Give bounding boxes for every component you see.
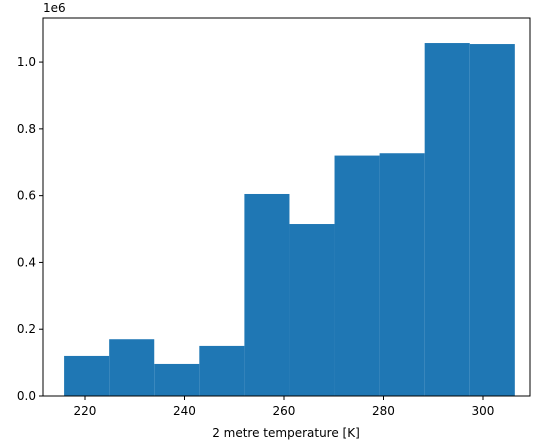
x-tick-label: 280	[372, 404, 395, 418]
x-tick-label: 240	[173, 404, 196, 418]
y-tick-label: 0.2	[17, 322, 36, 336]
bar	[379, 153, 425, 396]
bar	[199, 345, 245, 396]
y-tick-label: 1.0	[17, 55, 36, 69]
x-axis-label: 2 metre temperature [K]	[212, 426, 360, 440]
y-tick-label: 0.6	[17, 189, 36, 203]
bar	[289, 224, 335, 396]
x-tick-label: 260	[273, 404, 296, 418]
bar	[64, 355, 110, 396]
y-tick-label: 0.0	[17, 389, 36, 403]
y-tick-label: 0.4	[17, 255, 36, 269]
bar	[469, 44, 515, 397]
x-tick-label: 300	[472, 404, 495, 418]
bar	[424, 43, 470, 397]
y-offset-label: 1e6	[43, 1, 66, 15]
bar	[334, 155, 380, 396]
axes-frame	[42, 17, 531, 397]
y-tick-label: 0.8	[17, 122, 36, 136]
bar	[109, 339, 155, 396]
x-tick-label: 220	[74, 404, 97, 418]
bar	[244, 193, 290, 396]
bar	[154, 363, 200, 396]
